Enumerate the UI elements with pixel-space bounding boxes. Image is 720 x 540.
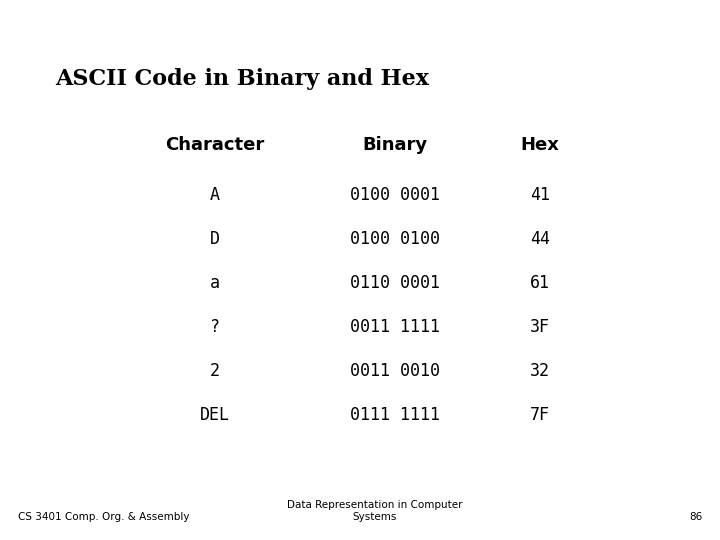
Text: ?: ? [210,318,220,336]
Text: 0110 0001: 0110 0001 [350,274,440,292]
Text: 44: 44 [530,230,550,248]
Text: 61: 61 [530,274,550,292]
Text: 0100 0100: 0100 0100 [350,230,440,248]
Text: 2: 2 [210,362,220,380]
Text: 3F: 3F [530,318,550,336]
Text: 86: 86 [689,512,702,522]
Text: A: A [210,186,220,204]
Text: ASCII Code in Binary and Hex: ASCII Code in Binary and Hex [55,68,429,90]
Text: DEL: DEL [200,406,230,424]
Text: Character: Character [166,136,265,154]
Text: 0111 1111: 0111 1111 [350,406,440,424]
Text: 0011 0010: 0011 0010 [350,362,440,380]
Text: Hex: Hex [521,136,559,154]
Text: Data Representation in Computer
Systems: Data Representation in Computer Systems [287,501,462,522]
Text: 32: 32 [530,362,550,380]
Text: D: D [210,230,220,248]
Text: 0011 1111: 0011 1111 [350,318,440,336]
Text: 7F: 7F [530,406,550,424]
Text: CS 3401 Comp. Org. & Assembly: CS 3401 Comp. Org. & Assembly [18,512,189,522]
Text: Binary: Binary [362,136,428,154]
Text: a: a [210,274,220,292]
Text: 41: 41 [530,186,550,204]
Text: 0100 0001: 0100 0001 [350,186,440,204]
